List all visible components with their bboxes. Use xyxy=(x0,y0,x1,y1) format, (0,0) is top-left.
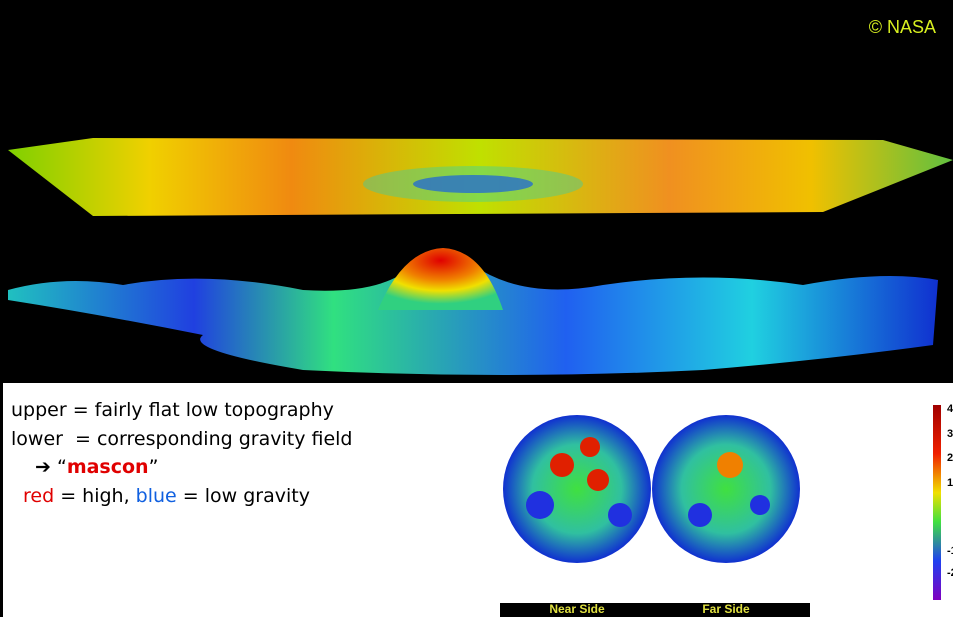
slide: © NASA upper = fairly flat low topograph… xyxy=(0,0,953,617)
arrow: ➔ xyxy=(35,456,51,478)
caption-line: lower = corresponding gravity field xyxy=(11,428,353,450)
colorbar-label: 10 xyxy=(947,477,953,489)
gravity-map: Near Side Far Side 40 30 20 10 -10 -20 xyxy=(500,385,953,617)
colorbar-label: 30 xyxy=(947,428,953,440)
globe-label: Far Side xyxy=(702,602,750,616)
colorbar-label: -10 xyxy=(947,545,953,557)
quote: “ xyxy=(57,456,67,478)
keyword: mascon xyxy=(67,456,149,478)
colorbar-label: 40 xyxy=(947,403,953,415)
red-word: red xyxy=(23,485,54,507)
blue-word: blue xyxy=(136,485,177,507)
caption-line: upper = fairly flat low topography xyxy=(11,399,334,421)
quote: ” xyxy=(149,456,159,478)
credit: © NASA xyxy=(869,17,936,37)
caption-line: ➔ “mascon” xyxy=(35,456,158,478)
text: = high, xyxy=(54,485,136,507)
globe-label: Near Side xyxy=(549,602,605,616)
text: = low gravity xyxy=(177,485,310,507)
caption-line: red = high, blue = low gravity xyxy=(23,485,310,507)
colorbar-label: 20 xyxy=(947,452,953,464)
topography-image: © NASA xyxy=(3,0,953,383)
colorbar-label: -20 xyxy=(947,567,953,579)
